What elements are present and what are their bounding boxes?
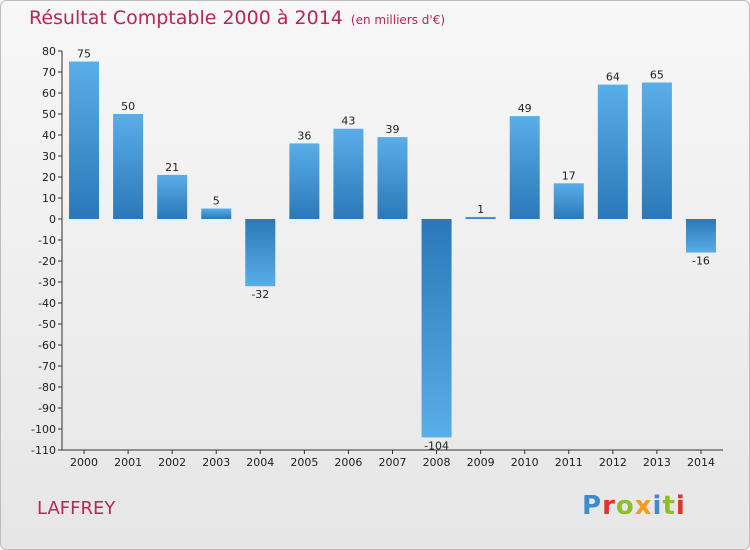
y-tick-label: -20 (38, 255, 56, 268)
y-tick-label: -40 (38, 297, 56, 310)
x-tick-label: 2007 (379, 456, 407, 469)
data-label-2001: 50 (121, 100, 135, 113)
x-tick-label: 2010 (511, 456, 539, 469)
y-tick-label: -80 (38, 381, 56, 394)
bar-2011 (553, 183, 584, 219)
logo-letter: x (634, 491, 653, 521)
data-label-2008: -104 (424, 439, 449, 452)
chart-subtitle: (en milliers d'€) (350, 13, 446, 27)
logo-letter: P (582, 491, 603, 521)
x-tick-label: 2009 (467, 456, 495, 469)
y-tick-label: -50 (38, 318, 56, 331)
bar-2002 (157, 174, 188, 219)
y-tick-label: -70 (38, 360, 56, 373)
x-tick-label: 2012 (599, 456, 627, 469)
x-tick-label: 2001 (114, 456, 142, 469)
bar-2003 (201, 208, 232, 219)
data-label-2014: -16 (692, 255, 710, 268)
x-tick-label: 2011 (555, 456, 583, 469)
title-text: Résultat Comptable 2000 à 2014 (29, 7, 343, 29)
y-tick-label: 80 (42, 45, 56, 58)
logo-letter: i (675, 491, 686, 521)
data-label-2010: 49 (518, 102, 532, 115)
y-axis: 80 70 60 50 40 30 20 10 0 -10 -20 -30 -40 -50 -60 -70 -8… (31, 45, 63, 457)
bar-2008 (421, 219, 452, 438)
bar-2009 (465, 216, 496, 219)
data-label-2012: 64 (606, 71, 620, 84)
chart-title: Résultat Comptable 2000 à 2014 (en millie… (29, 7, 445, 29)
y-tick-label: 0 (49, 213, 56, 226)
bar-2013 (641, 82, 672, 219)
y-tick-label: -10 (38, 234, 56, 247)
y-tick-label: -90 (38, 402, 56, 415)
y-tick-label: -30 (38, 276, 56, 289)
x-tick-label: 2000 (70, 456, 98, 469)
logo-letter: r (602, 491, 616, 521)
proxiti-logo: Proxiti (582, 491, 686, 521)
data-label-2009: 1 (477, 203, 484, 216)
y-tick-label: -110 (31, 444, 56, 457)
y-tick-label: -100 (31, 423, 56, 436)
bar-2012 (597, 84, 628, 219)
x-tick-label: 2003 (202, 456, 230, 469)
y-tick-label: 40 (42, 129, 56, 142)
x-tick-label: 2004 (246, 456, 274, 469)
bar-2007 (377, 137, 408, 219)
bars: 75 50 21 5 -32 36 43 39 -104 1 49 17 64 65 -16 (69, 48, 716, 452)
x-tick-label: 2006 (334, 456, 362, 469)
data-label-2003: 5 (213, 195, 220, 208)
x-tick-label: 2002 (158, 456, 186, 469)
x-tick-label: 2013 (643, 456, 671, 469)
logo-letter: t (662, 491, 676, 521)
bar-2005 (289, 143, 320, 219)
y-tick-label: 60 (42, 87, 56, 100)
data-label-2013: 65 (650, 69, 664, 82)
x-tick-label: 2008 (423, 456, 451, 469)
logo-letter: o (615, 491, 635, 521)
data-label-2005: 36 (297, 129, 311, 142)
bar-2004 (245, 219, 276, 287)
bar-2000 (69, 61, 100, 219)
x-tick-label: 2014 (687, 456, 715, 469)
bar-2006 (333, 128, 364, 219)
bar-2010 (509, 116, 540, 219)
bar-2014 (685, 219, 716, 253)
data-label-2006: 43 (341, 115, 355, 128)
data-label-2007: 39 (386, 123, 400, 136)
y-tick-label: 70 (42, 66, 56, 79)
x-tick-label: 2005 (290, 456, 318, 469)
x-axis: 2000 2001 2002 2003 2004 2005 2006 2007 2008 2009… (62, 449, 723, 469)
y-tick-label: -60 (38, 339, 56, 352)
bar-2001 (113, 114, 144, 219)
y-tick-label: 10 (42, 192, 56, 205)
y-tick-label: 50 (42, 108, 56, 121)
logo-letter: i (652, 491, 663, 521)
y-tick-label: 30 (42, 150, 56, 163)
y-tick-label: 20 (42, 171, 56, 184)
data-label-2000: 75 (77, 48, 91, 61)
data-label-2002: 21 (165, 161, 179, 174)
data-label-2011: 17 (562, 169, 576, 182)
commune-name: LAFFREY (37, 498, 116, 519)
data-label-2004: -32 (251, 288, 269, 301)
